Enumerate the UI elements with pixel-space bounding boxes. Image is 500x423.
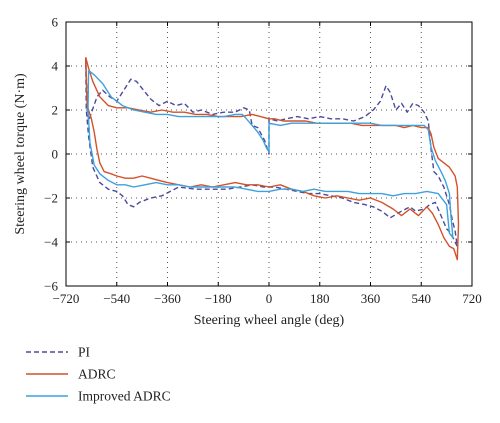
x-tick-label: 0 (266, 291, 273, 306)
series-layer (85, 57, 460, 261)
legend-label: PI (78, 345, 91, 360)
x-tick-label: 180 (310, 291, 330, 306)
x-tick-label: 360 (361, 291, 381, 306)
y-tick-label: 2 (52, 103, 59, 118)
y-axis-label: Steering wheel torque (N·m) (13, 73, 28, 235)
x-tick-label: 720 (462, 291, 482, 306)
x-axis-label: Steering wheel angle (deg) (194, 313, 345, 328)
y-tick-label: −2 (44, 191, 58, 206)
grid-lines (66, 22, 472, 286)
x-tick-label: 540 (412, 291, 432, 306)
series-line-pi (85, 59, 458, 248)
tick-marks (65, 21, 473, 287)
y-tick-label: −6 (44, 279, 58, 294)
y-tick-label: −4 (44, 235, 58, 250)
y-tick-labels: −6 −4 −2 0 2 4 6 (44, 15, 58, 294)
series-line-improved-adrc (87, 69, 454, 239)
x-tick-labels: −720 −540 −360 −180 0 180 360 540 720 (53, 291, 482, 306)
legend: PI ADRC Improved ADRC (26, 345, 171, 404)
legend-label: ADRC (78, 367, 116, 382)
y-tick-label: 6 (52, 15, 59, 30)
x-tick-label: −540 (103, 291, 130, 306)
y-tick-label: 0 (52, 147, 59, 162)
legend-label: Improved ADRC (78, 389, 171, 404)
x-tick-label: −360 (154, 291, 181, 306)
x-tick-label: −720 (53, 291, 80, 306)
y-tick-label: 4 (52, 59, 59, 74)
x-tick-label: −180 (205, 291, 232, 306)
